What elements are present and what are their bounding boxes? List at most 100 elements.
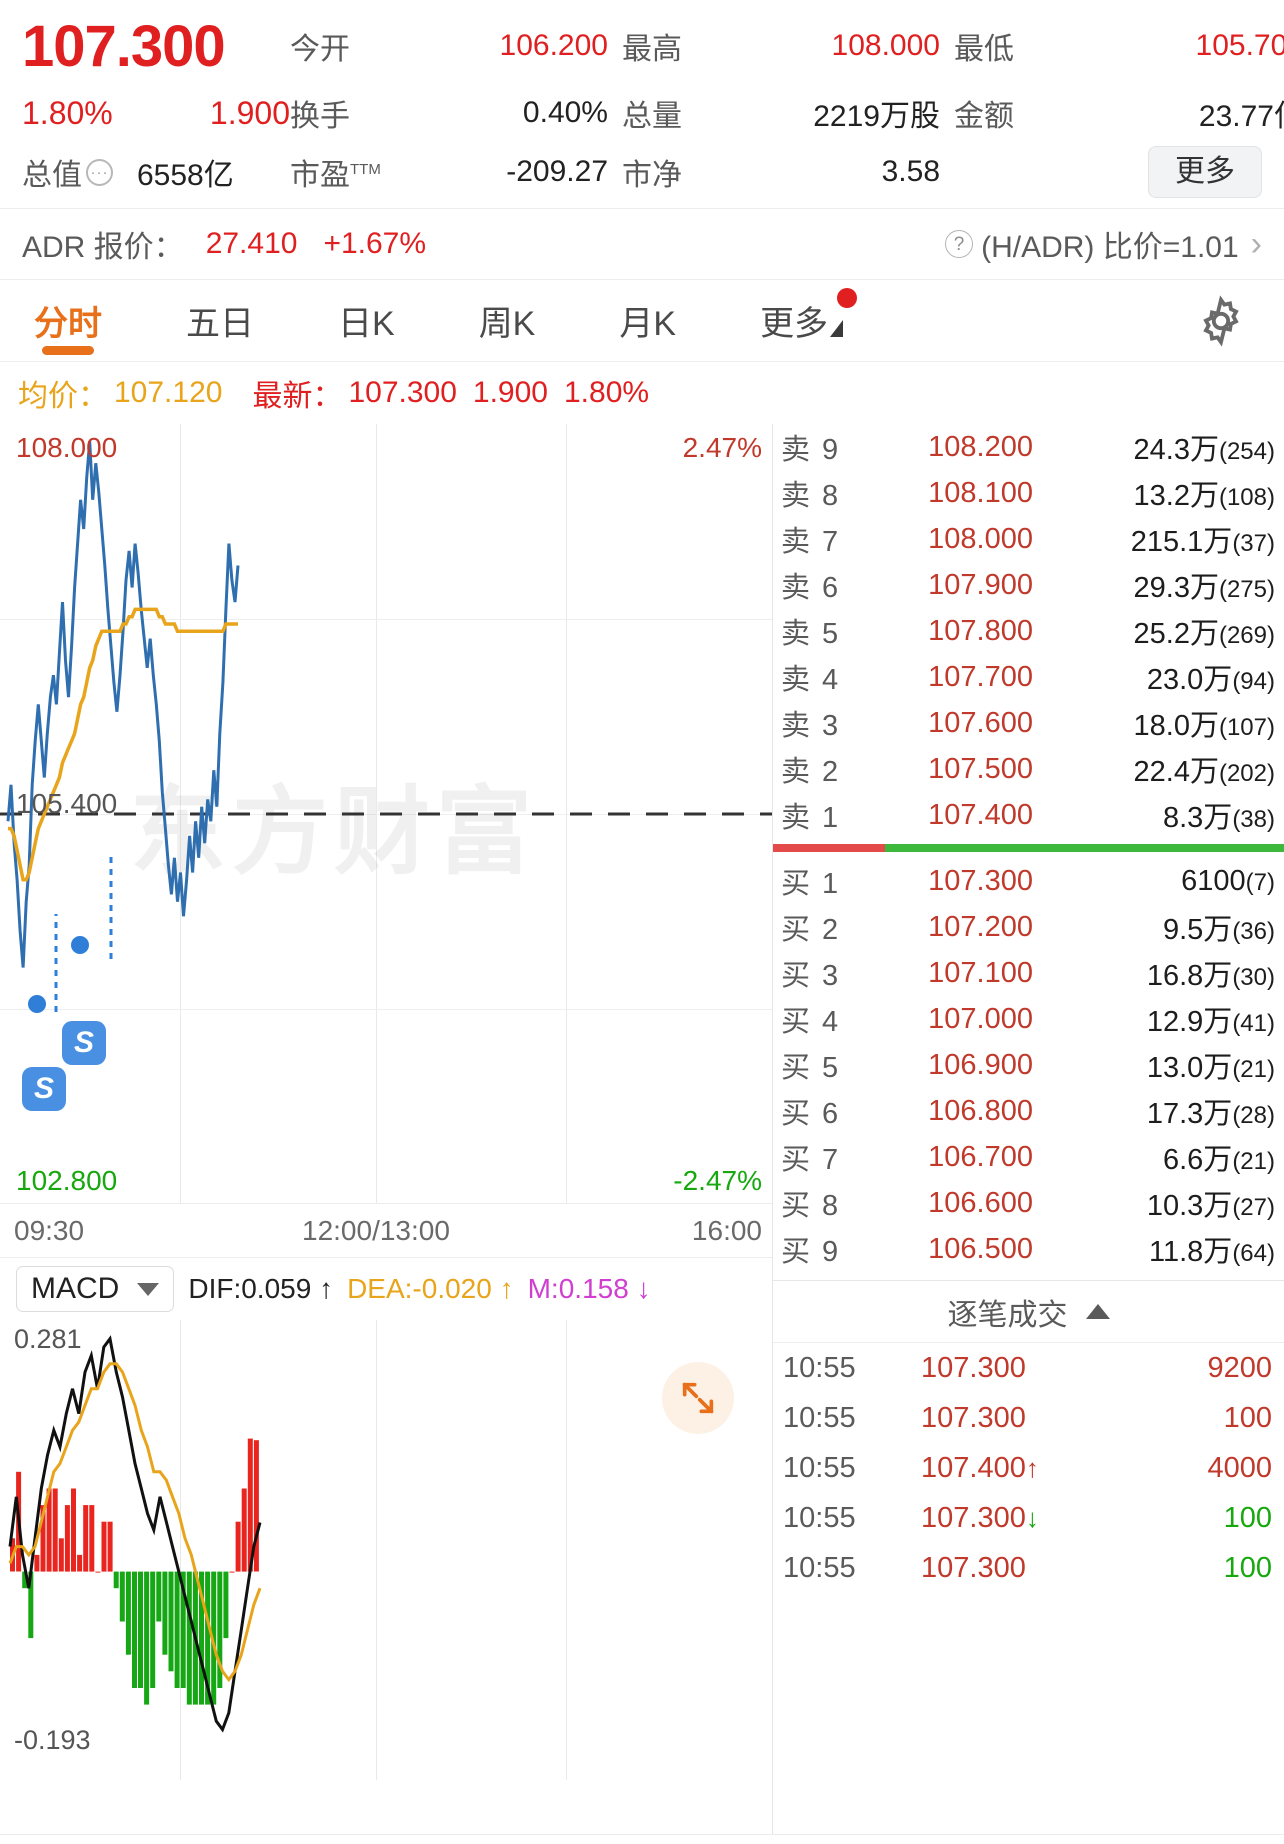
ask-row[interactable]: 卖 3 107.600 18.0万(107) — [773, 700, 1284, 746]
ob-price: 107.300 — [928, 864, 1033, 897]
ob-side: 买 3 — [781, 960, 841, 992]
ob-side: 买 2 — [781, 914, 841, 946]
bid-list: 买 1 107.300 6100(7) 买 2 107.200 9.5万(36) 买 3 10… — [773, 858, 1284, 1272]
ob-volume: 11.8万(64) — [1149, 1236, 1275, 1268]
tick-list-header[interactable]: 逐笔成交 — [773, 1281, 1284, 1343]
adr-bar[interactable]: ADR 报价： 27.410 +1.67% ? (H/ADR) 比价=1.01 … — [0, 208, 1284, 280]
tick-time: 10:55 — [783, 1451, 856, 1484]
caret-up-icon[interactable] — [1085, 1304, 1110, 1319]
pb-label: 市净 — [622, 159, 682, 192]
pe-value: -209.27 — [506, 155, 608, 188]
main-area: 东方财富 108.000 102.800 105.400 2.47% -2.47… — [0, 424, 1284, 1838]
ob-price: 107.500 — [928, 752, 1033, 785]
question-icon[interactable]: ? — [945, 230, 974, 258]
tab-fenshi[interactable]: 分时 — [28, 280, 108, 361]
ellipsis-info-icon[interactable]: ··· — [86, 158, 113, 186]
ob-side: 卖 2 — [781, 756, 841, 788]
ask-row[interactable]: 卖 8 108.100 13.2万(108) — [773, 470, 1284, 516]
tick-arrow-icon: ↑ — [1025, 1452, 1039, 1483]
bid-row[interactable]: 买 9 106.500 11.8万(64) — [773, 1226, 1284, 1272]
amount-label: 金额 — [954, 100, 1014, 133]
signal-marker-s[interactable]: S — [62, 1021, 106, 1065]
bid-row[interactable]: 买 8 106.600 10.3万(27) — [773, 1180, 1284, 1226]
latest-change-abs: 1.900 — [472, 376, 548, 409]
ob-volume: 6.6万(21) — [1162, 1144, 1275, 1176]
tick-row[interactable]: 10:55 107.400↑ 4000 — [773, 1443, 1284, 1493]
ob-volume: 215.1万(37) — [1130, 526, 1275, 558]
adr-label: ADR 报价： — [22, 231, 184, 264]
ob-volume: 12.9万(41) — [1146, 1006, 1275, 1038]
chart-column: 东方财富 108.000 102.800 105.400 2.47% -2.47… — [0, 424, 772, 1838]
tab-weekly-k[interactable]: 周K — [473, 280, 542, 361]
intraday-plot-svg — [0, 441, 772, 1012]
bid-row[interactable]: 买 5 106.900 13.0万(21) — [773, 1042, 1284, 1088]
tick-volume: 100 — [1223, 1401, 1272, 1434]
tick-row[interactable]: 10:55 107.300 100 — [773, 1393, 1284, 1443]
ask-row[interactable]: 卖 6 107.900 29.3万(275) — [773, 562, 1284, 608]
ob-price: 106.500 — [928, 1232, 1033, 1265]
ob-side: 卖 5 — [781, 618, 841, 650]
intraday-chart[interactable]: 东方财富 108.000 102.800 105.400 2.47% -2.47… — [0, 424, 772, 1204]
tab-monthly-k[interactable]: 月K — [613, 280, 682, 361]
ob-volume: 17.3万(28) — [1146, 1098, 1275, 1130]
latest-change-pct: 1.80% — [563, 376, 650, 409]
tab-daily-k[interactable]: 日K — [332, 280, 401, 361]
ob-price: 107.700 — [928, 660, 1033, 693]
indicator-name: MACD — [31, 1272, 120, 1305]
ob-side: 卖 9 — [781, 434, 841, 466]
macd-plot-svg — [8, 1335, 262, 1733]
tab-label: 月K — [619, 305, 677, 343]
indicator-select[interactable]: MACD — [16, 1266, 175, 1312]
ask-row[interactable]: 卖 5 107.800 25.2万(269) — [773, 608, 1284, 654]
chart-tab-bar: 分时 五日 日K 周K 月K 更多 — [0, 280, 1284, 362]
turnover-value: 0.40% — [522, 96, 608, 129]
time-tick: 16:00 — [691, 1214, 762, 1246]
signal-marker-s[interactable]: S — [22, 1067, 66, 1111]
tick-row[interactable]: 10:55 107.300 9200 — [773, 1343, 1284, 1393]
tick-row[interactable]: 10:55 107.300↓ 100 — [773, 1493, 1284, 1543]
ob-side: 卖 7 — [781, 526, 841, 558]
ob-side: 买 5 — [781, 1052, 841, 1084]
ask-row[interactable]: 卖 9 108.200 24.3万(254) — [773, 424, 1284, 470]
tick-row[interactable]: 10:55 107.300 100 — [773, 1543, 1284, 1593]
ask-row[interactable]: 卖 2 107.500 22.4万(202) — [773, 746, 1284, 792]
tick-volume: 9200 — [1207, 1351, 1272, 1384]
avg-price-label: 均价： — [18, 380, 108, 413]
latest-value: 107.300 — [348, 376, 457, 409]
amount-value: 23.77亿 — [1198, 100, 1284, 133]
ob-side: 买 1 — [781, 868, 841, 900]
tab-wuri[interactable]: 五日 — [180, 280, 260, 361]
ob-volume: 24.3万(254) — [1133, 434, 1275, 466]
low-value: 105.700 — [1195, 29, 1284, 62]
change-absolute: 1.900 — [209, 94, 290, 131]
bid-row[interactable]: 买 6 106.800 17.3万(28) — [773, 1088, 1284, 1134]
ask-row[interactable]: 卖 4 107.700 23.0万(94) — [773, 654, 1284, 700]
chevron-right-icon[interactable]: › — [1250, 225, 1262, 263]
chart-pct-down-label: -2.47% — [673, 1165, 762, 1196]
ask-row[interactable]: 卖 7 108.000 215.1万(37) — [773, 516, 1284, 562]
gear-icon[interactable] — [1194, 294, 1248, 348]
chevron-down-icon — [137, 1282, 160, 1296]
tab-more[interactable]: 更多 — [754, 280, 858, 361]
bid-row[interactable]: 买 1 107.300 6100(7) — [773, 858, 1284, 904]
bid-row[interactable]: 买 7 106.700 6.6万(21) — [773, 1134, 1284, 1180]
quote-header: 107.300 今开 106.200 最高 108.000 最低 105.700… — [0, 0, 1284, 208]
bid-ratio-segment — [885, 844, 1284, 852]
ob-price: 106.800 — [928, 1094, 1033, 1127]
adr-ratio-group[interactable]: ? (H/ADR) 比价=1.01 › — [945, 222, 1262, 266]
ob-side: 买 9 — [781, 1236, 841, 1268]
tab-label: 周K — [478, 305, 536, 343]
expand-icon[interactable] — [662, 1362, 734, 1434]
tick-volume: 100 — [1223, 1501, 1272, 1534]
macd-bottom-value: -0.193 — [14, 1725, 91, 1755]
ob-side: 卖 1 — [781, 802, 841, 834]
bid-row[interactable]: 买 4 107.000 12.9万(41) — [773, 996, 1284, 1042]
ob-side: 买 7 — [781, 1144, 841, 1176]
ask-row[interactable]: 卖 1 107.400 8.3万(38) — [773, 792, 1284, 838]
bid-row[interactable]: 买 2 107.200 9.5万(36) — [773, 904, 1284, 950]
more-button[interactable]: 更多 — [1148, 145, 1262, 199]
macd-chart[interactable]: 0.281 -0.193 — [0, 1320, 772, 1780]
avg-price-line: 均价： 107.120 最新： 107.300 1.900 1.80% — [0, 362, 1284, 424]
bid-row[interactable]: 买 3 107.100 16.8万(30) — [773, 950, 1284, 996]
ob-volume: 16.8万(30) — [1146, 960, 1275, 992]
